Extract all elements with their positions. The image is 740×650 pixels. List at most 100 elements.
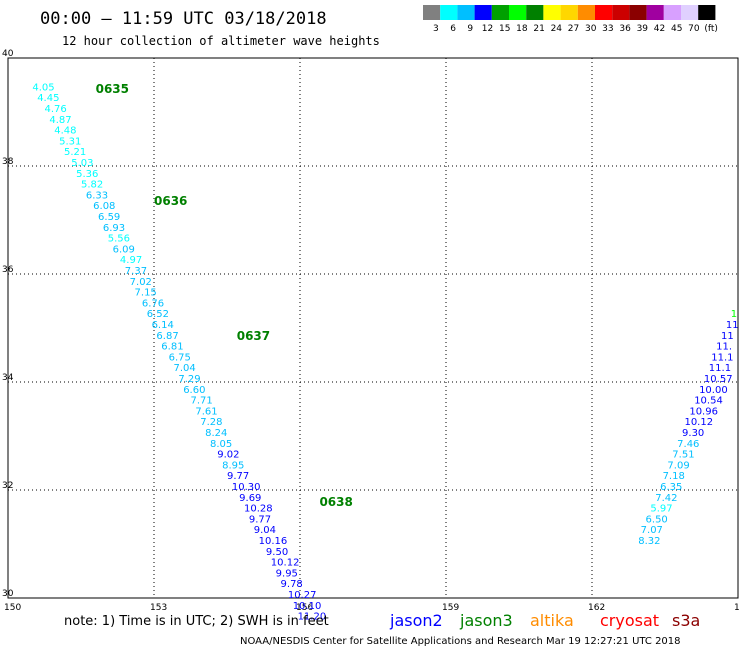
satellite-name: cryosat [600,611,659,630]
wave-height-label: 10.16 [259,536,288,547]
wave-height-label: 6.87 [156,331,178,342]
scale-label: 6 [450,24,456,34]
scale-swatch [629,5,647,20]
wave-height-label: 7.02 [130,277,152,288]
wave-height-label: 6.60 [183,385,205,396]
x-tick-label: 153 [150,603,167,613]
scale-label: 27 [568,24,579,34]
wave-height-label: 7.42 [655,493,677,504]
scale-label: 18 [516,24,528,34]
scale-label: 33 [602,24,613,34]
wave-height-label: 5.31 [59,136,81,147]
wave-height-label: 9.95 [276,568,298,579]
satellite-name: jason3 [459,611,513,630]
axis-ticks: 150 153 156 159 162 165 30 32 34 36 38 40 [2,49,740,613]
wave-height-label: 11.20 [298,612,327,623]
wave-height-label: 10.12 [684,417,713,428]
y-tick-label: 36 [2,265,14,275]
wave-height-label: 5.97 [650,504,672,515]
scale-swatch [595,5,613,20]
wave-height-label: 7.61 [195,406,217,417]
scale-label: 15 [499,24,510,34]
scale-label: (ft) [704,24,718,34]
y-tick-label: 32 [2,481,13,491]
scale-swatch [457,5,475,20]
satellite-legend: jason2 jason3 altika cryosat s3a [389,611,700,630]
plot-area: 150153156159162165303234363840 4.054.454… [2,49,740,623]
wave-height-label: 10.57 [704,374,733,385]
scale-label: 45 [671,24,682,34]
wave-height-label: 4.05 [32,82,54,93]
x-tick-label: 162 [588,603,605,613]
wave-height-label: 9.50 [266,547,288,558]
time-labels: 0635 0636 0637 0638 [96,82,353,509]
scale-swatch [474,5,492,20]
scale-label: 39 [637,24,649,34]
wave-height-label: 7.37 [125,266,147,277]
wave-height-label: 10.10 [293,601,322,612]
wave-height-label: 7.29 [178,374,200,385]
wave-height-label: 8.32 [638,536,660,547]
wave-height-label: 5.03 [71,158,93,169]
wave-height-label: 4.76 [45,104,67,115]
wave-height-label: 7.15 [135,288,157,299]
wave-height-label: 7.71 [191,396,213,407]
note-text: note: 1) Time is in UTC; 2) SWH is in fe… [64,614,329,629]
y-tick-label: 40 [2,49,14,59]
scale-swatch [612,5,630,20]
wave-height-label: 6.50 [646,514,668,525]
wave-height-label: 6.35 [660,482,682,493]
wave-height-label: 9.02 [217,450,239,461]
grid-lines [8,58,738,598]
scale-swatch [509,5,527,20]
wave-height-label: 6.14 [152,320,174,331]
scale-label: 70 [688,24,700,34]
data-labels: 4.054.454.764.874.485.315.215.035.365.82… [32,82,738,622]
satellite-name: jason2 [389,611,443,630]
wave-height-label: 5.36 [76,169,98,180]
wave-height-label: 9.69 [239,493,261,504]
wave-height-label: 4.97 [120,255,142,266]
wave-height-label: 10.96 [689,406,718,417]
scale-swatch [646,5,664,20]
scale-swatch [440,5,458,20]
plot-frame [7,57,739,599]
scale-label: 12 [482,24,493,34]
wave-height-label: 11.1 [709,363,731,374]
time-label: 0636 [154,194,187,208]
chart-subtitle: 12 hour collection of altimeter wave hei… [62,34,380,48]
wave-height-label: 11 [721,331,734,342]
wave-height-label: 4.45 [37,93,59,104]
wave-height-label: 6.08 [93,201,115,212]
time-label: 0635 [96,82,129,96]
x-tick-label: 156 [296,603,313,613]
wave-height-label: 5.56 [108,234,130,245]
scale-label: 9 [467,24,473,34]
scale-swatch [526,5,544,20]
wave-height-label: 6.93 [103,223,125,234]
time-label: 0638 [319,495,352,509]
wave-height-label: 8.05 [210,439,232,450]
scale-label: 30 [585,24,597,34]
scale-swatch [491,5,509,20]
scale-swatch [698,5,716,20]
y-tick-label: 38 [2,157,14,167]
wave-height-label: 7.28 [200,417,222,428]
wave-height-label: 8.95 [222,460,244,471]
y-tick-label: 30 [2,589,14,599]
wave-height-label: 9.77 [249,514,271,525]
wave-height-label: 8.24 [205,428,227,439]
wave-height-label: 10.12 [271,558,300,569]
scale-label: 42 [654,24,665,34]
wave-height-label: 7.18 [663,471,685,482]
wave-height-label: 7.07 [641,525,663,536]
wave-height-label: 6.76 [142,298,164,309]
wave-height-label: 11.1 [711,352,733,363]
wave-height-label: 10.27 [288,590,317,601]
scale-swatch [423,5,441,20]
wave-height-label: 9.77 [227,471,249,482]
time-label: 0637 [237,329,270,343]
scale-label: 36 [619,24,631,34]
x-tick-label: 159 [442,603,459,613]
wave-height-label: 10.28 [244,504,273,515]
